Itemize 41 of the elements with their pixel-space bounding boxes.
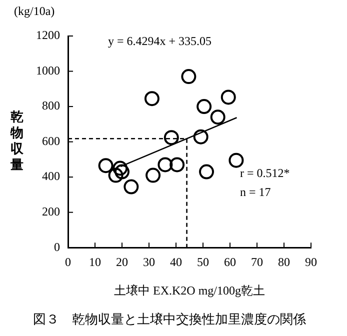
point bbox=[124, 179, 139, 194]
x-tick-label: 60 bbox=[224, 254, 236, 269]
annotation: r = 0.512* bbox=[240, 166, 290, 180]
x-tick-label: 20 bbox=[116, 254, 128, 269]
y-axis-title: 乾物収量 bbox=[10, 110, 24, 174]
annotation: y = 6.4294x + 335.05 bbox=[108, 34, 212, 48]
point bbox=[108, 168, 124, 183]
y-tick-label: 400 bbox=[42, 169, 60, 184]
y-tick-label: 1000 bbox=[36, 63, 60, 78]
point bbox=[193, 129, 208, 144]
x-tick-label: 30 bbox=[143, 254, 155, 269]
y-tick-label: 1200 bbox=[36, 28, 60, 42]
x-tick-label: 70 bbox=[251, 254, 263, 269]
y-tick-label: 600 bbox=[42, 134, 60, 148]
point bbox=[199, 164, 214, 180]
point bbox=[228, 152, 244, 168]
point bbox=[146, 168, 161, 183]
text: (kg/10a) bbox=[14, 4, 55, 18]
y-tick-label: 800 bbox=[42, 98, 60, 113]
point bbox=[210, 110, 226, 125]
x-tick-label: 40 bbox=[170, 254, 182, 269]
annotation: n = 17 bbox=[240, 185, 271, 200]
point bbox=[164, 130, 179, 146]
x-tick-label: 0 bbox=[65, 254, 71, 269]
point bbox=[144, 91, 160, 106]
point bbox=[170, 157, 185, 172]
x-axis-title: 土壌中 EX.K2O mg/100g乾土 bbox=[114, 283, 265, 298]
x-tick-label: 90 bbox=[305, 254, 317, 269]
point bbox=[196, 99, 212, 114]
point bbox=[114, 164, 130, 180]
x-tick-label: 10 bbox=[89, 254, 101, 269]
text: 図３ 乾物収量と土壌中交換性加里濃度の関係 bbox=[33, 312, 306, 328]
x-tick-label: 50 bbox=[197, 254, 209, 269]
x-tick-label: 80 bbox=[278, 254, 290, 269]
y-tick-label: 0 bbox=[54, 240, 60, 254]
point bbox=[98, 158, 114, 174]
point bbox=[158, 157, 173, 172]
point bbox=[220, 90, 236, 105]
point bbox=[112, 160, 128, 176]
y-tick-label: 200 bbox=[42, 204, 60, 218]
point bbox=[181, 69, 196, 84]
